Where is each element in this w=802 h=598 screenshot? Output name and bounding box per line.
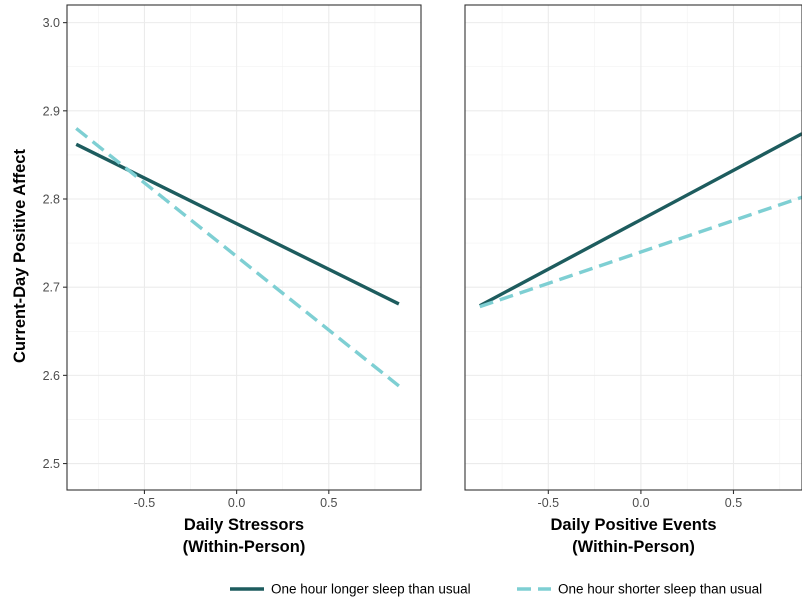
panel-border bbox=[464, 4, 802, 491]
x-tick-label: -0.5 bbox=[538, 496, 560, 510]
series-line-longer bbox=[479, 132, 802, 308]
legend-label-shorter: One hour shorter sleep than usual bbox=[558, 582, 762, 597]
y-axis-title: Current-Day Positive Affect bbox=[11, 149, 29, 363]
y-tick-label: 3.0 bbox=[43, 16, 60, 30]
y-tick-label: 2.5 bbox=[43, 457, 60, 471]
x-tick-label: 0.0 bbox=[632, 496, 649, 510]
legend: One hour longer sleep than usual One hour… bbox=[230, 582, 762, 597]
legend-label-longer: One hour longer sleep than usual bbox=[271, 582, 471, 597]
y-tick-label: 2.9 bbox=[43, 104, 60, 118]
panel-background bbox=[465, 5, 802, 490]
x-tick-label: -0.5 bbox=[134, 496, 156, 510]
x-axis-title-line2: (Within-Person) bbox=[572, 538, 695, 556]
x-tick-label: 0.5 bbox=[725, 496, 742, 510]
series-line-shorter bbox=[479, 195, 802, 309]
panel-daily-positive-events: -0.5 0.0 0.5 Daily Positive Events (Within-P… bbox=[464, 4, 802, 556]
y-tick-label: 2.6 bbox=[43, 369, 60, 383]
panel-border bbox=[66, 4, 422, 491]
x-tick-label: 0.5 bbox=[320, 496, 337, 510]
y-tick-label: 2.8 bbox=[43, 193, 60, 207]
panel-background bbox=[67, 5, 421, 490]
series-line-shorter bbox=[75, 127, 400, 388]
x-axis-title-line2: (Within-Person) bbox=[183, 538, 306, 556]
x-axis-title-line1: Daily Positive Events bbox=[551, 516, 717, 534]
y-tick-label: 2.7 bbox=[43, 281, 60, 295]
panel-daily-stressors: -0.5 0.0 0.5 2.5 2.6 2.7 2.8 2.9 3.0 Daily Stress… bbox=[43, 4, 422, 556]
x-tick-label: 0.0 bbox=[228, 496, 245, 510]
x-axis-title-line1: Daily Stressors bbox=[184, 516, 304, 534]
